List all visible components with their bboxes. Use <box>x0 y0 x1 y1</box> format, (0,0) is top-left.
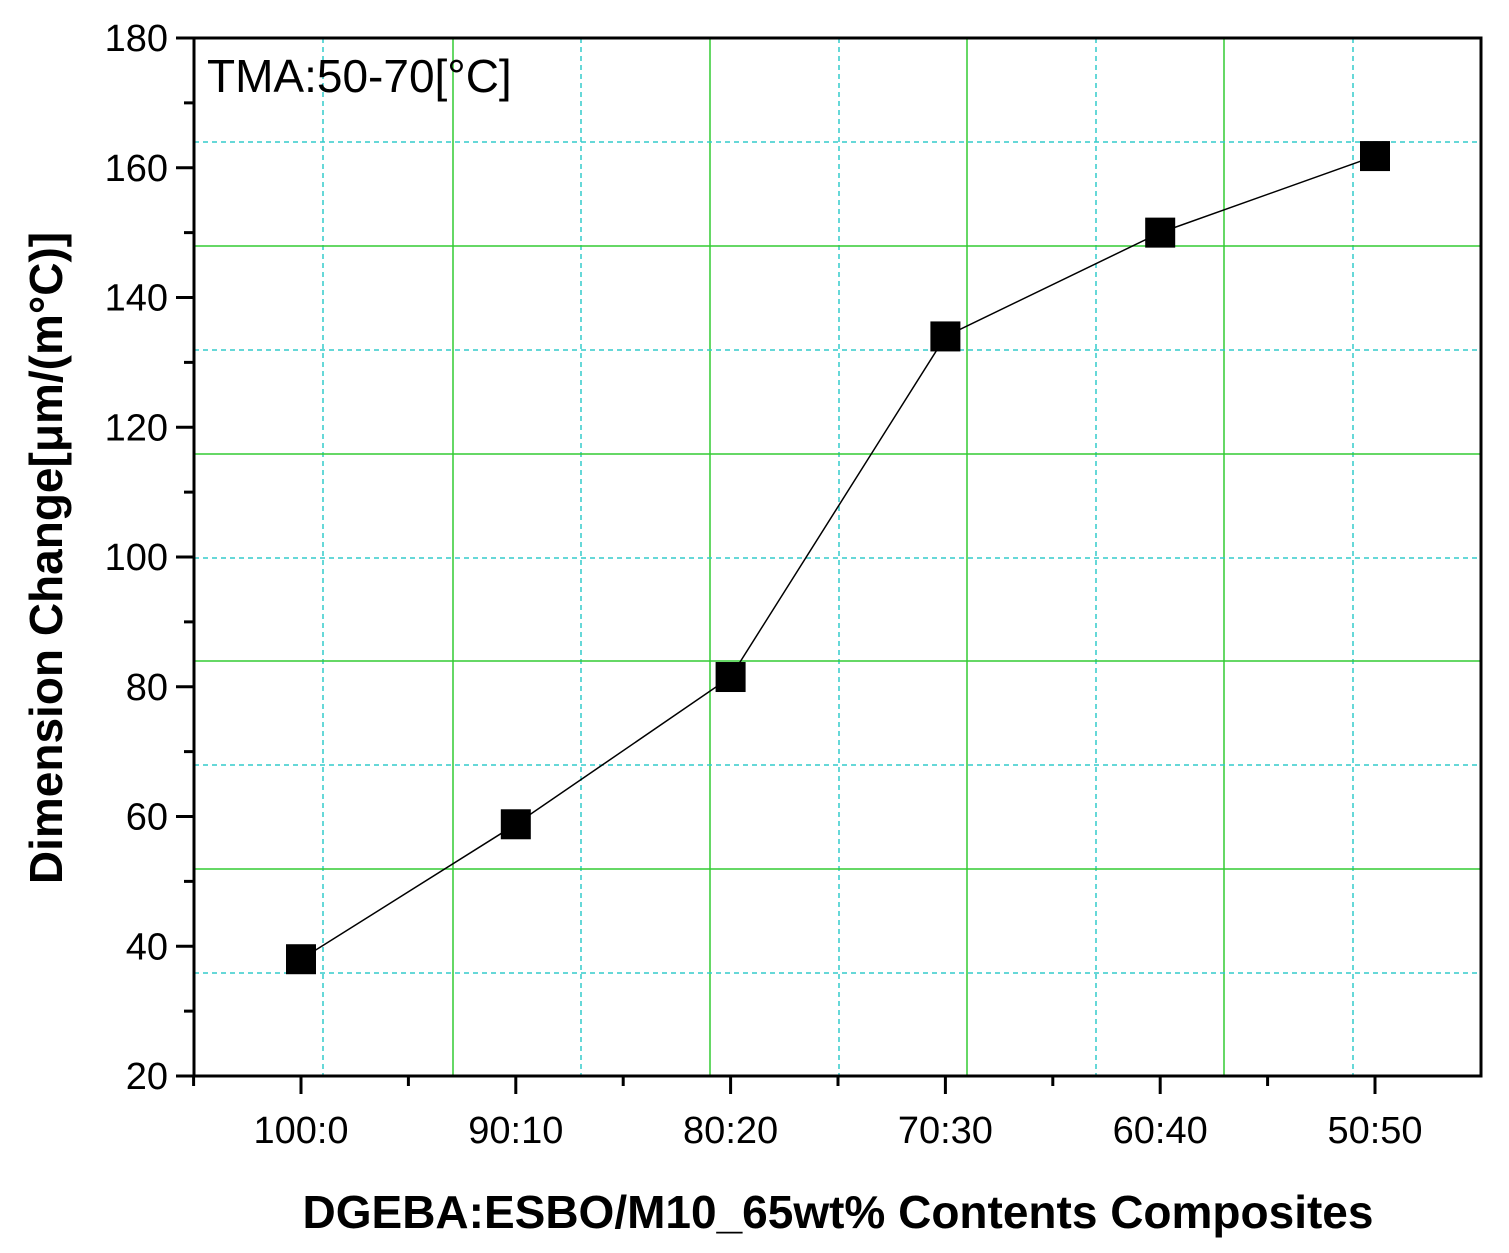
x-tick-label: 80:20 <box>683 1110 778 1152</box>
series <box>286 141 1390 975</box>
y-tick-label: 180 <box>105 18 168 60</box>
y-tick-label: 160 <box>105 148 168 190</box>
x-tick-label: 50:50 <box>1327 1110 1422 1152</box>
plot-frame <box>192 36 1483 1078</box>
x-tick-label: 90:10 <box>468 1110 563 1152</box>
y-axis-title: Dimension Change[μm/(m°C)] <box>20 232 72 884</box>
y-tick-label: 60 <box>126 797 168 839</box>
y-tick-label: 140 <box>105 278 168 320</box>
data-point <box>715 662 746 693</box>
x-tick-label: 70:30 <box>898 1110 993 1152</box>
series-line <box>300 155 1376 960</box>
axis-ticks: 20 40 60 80 100 120 140 160 180 100:0 90:10 80:20 70… <box>105 18 1423 1152</box>
data-point <box>500 809 531 840</box>
data-point <box>1360 141 1390 172</box>
y-tick-label: 20 <box>126 1056 168 1098</box>
grid <box>194 37 1481 1076</box>
y-tick-label: 40 <box>126 926 168 968</box>
y-tick-label: 80 <box>126 667 168 709</box>
data-point <box>930 321 961 352</box>
y-tick-label: 100 <box>105 537 168 579</box>
data-point <box>286 944 316 975</box>
y-tick-label: 120 <box>105 407 168 449</box>
x-tick-label: 60:40 <box>1113 1110 1208 1152</box>
x-axis-title: DGEBA:ESBO/M10_65wt% Contents Composites <box>303 1186 1374 1238</box>
chart-annotation: TMA:50-70[°C] <box>207 50 512 102</box>
x-tick-label: 100:0 <box>253 1110 348 1152</box>
data-point <box>1145 217 1176 248</box>
